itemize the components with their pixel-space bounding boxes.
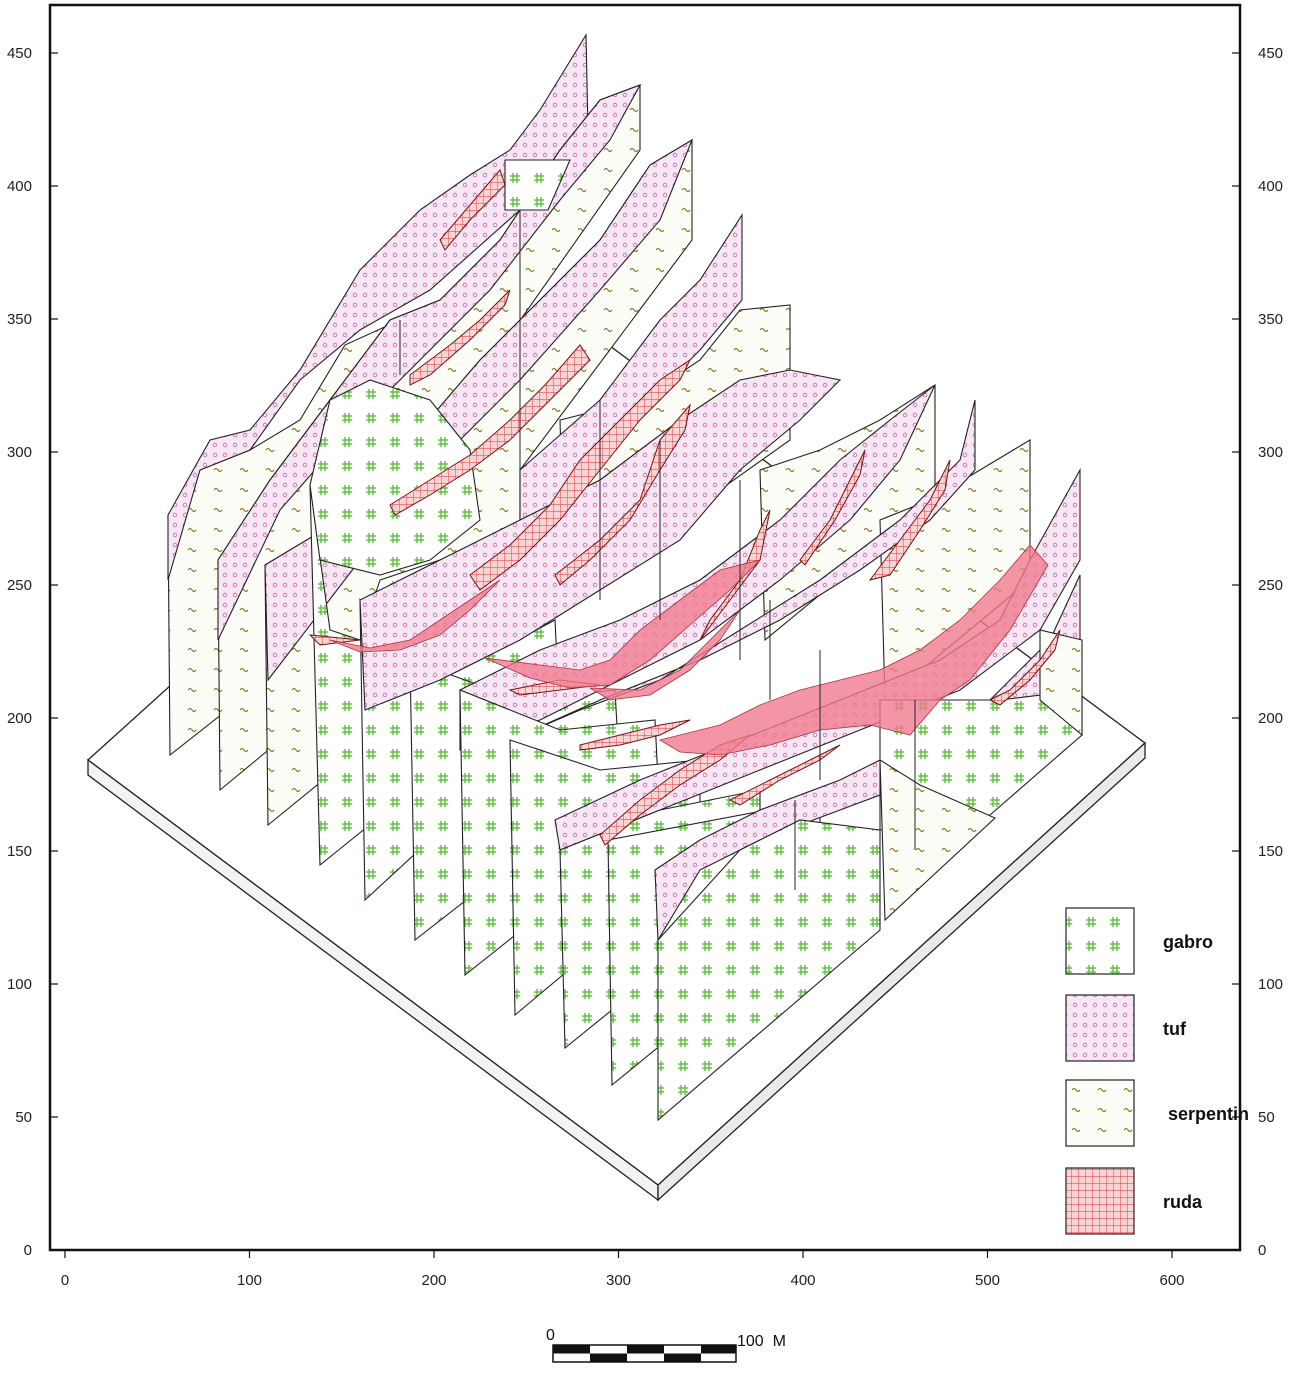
legend-swatch-ruda — [1065, 1167, 1135, 1235]
y-tick-label-right: 0 — [1258, 1242, 1266, 1259]
y-tick-label-left: 200 — [7, 710, 32, 727]
y-tick-label-right: 300 — [1258, 444, 1283, 461]
legend-label-ruda: ruda — [1163, 1192, 1203, 1212]
y-tick-label-right: 200 — [1258, 710, 1283, 727]
fence-panel — [1039, 629, 1083, 737]
y-axis: 0 0 50 50 100 100 150 150 200 200 250 250 300 300 350 3… — [7, 45, 1283, 1259]
legend-label-serpentin: serpentin — [1168, 1104, 1249, 1124]
y-tick-label-left: 0 — [24, 1242, 32, 1259]
y-tick-label-left: 150 — [7, 843, 32, 860]
x-tick-label: 300 — [606, 1272, 631, 1289]
ore-body — [329, 544, 1049, 756]
y-tick-label-left: 250 — [7, 577, 32, 594]
y-tick-label-left: 300 — [7, 444, 32, 461]
y-tick-label-right: 350 — [1258, 311, 1283, 328]
borehole-lines — [399, 210, 916, 890]
y-tick-label-right: 100 — [1258, 976, 1283, 993]
y-tick-label-right: 150 — [1258, 843, 1283, 860]
legend-swatch-serpentin — [1065, 1079, 1135, 1147]
x-tick-label: 0 — [61, 1272, 69, 1289]
fence-panel — [167, 33, 589, 581]
y-tick-label-left: 400 — [7, 178, 32, 195]
y-tick-label-left: 350 — [7, 311, 32, 328]
legend-swatch-gabro — [1065, 907, 1135, 975]
x-tick-label: 600 — [1159, 1272, 1184, 1289]
x-tick-label: 200 — [421, 1272, 446, 1289]
legend-label-gabro: gabro — [1163, 932, 1213, 952]
x-tick-label: 100 — [237, 1272, 262, 1289]
fence-panels — [167, 33, 1083, 1122]
ore-bands — [308, 169, 1061, 846]
y-tick-label-left: 50 — [15, 1109, 32, 1126]
fence-panel — [504, 159, 571, 211]
fence-panel — [309, 379, 481, 576]
legend-swatch-tuf — [1065, 994, 1135, 1062]
scale-bar: 0 100 M — [546, 1327, 786, 1363]
y-tick-label-right: 400 — [1258, 178, 1283, 195]
x-tick-label: 500 — [975, 1272, 1000, 1289]
y-tick-label-right: 250 — [1258, 577, 1283, 594]
y-tick-label-right: 450 — [1258, 45, 1283, 62]
y-tick-label-left: 450 — [7, 45, 32, 62]
y-tick-label-left: 100 — [7, 976, 32, 993]
y-tick-label-right: 50 — [1258, 1109, 1275, 1126]
scale-start-label: 0 — [546, 1327, 555, 1344]
x-axis: 0 100 200 300 400 500 600 — [61, 1250, 1185, 1289]
legend-label-tuf: tuf — [1163, 1019, 1187, 1039]
x-tick-label: 400 — [790, 1272, 815, 1289]
fence-panel — [879, 758, 996, 922]
legend: gabro tuf serpentin ruda — [1065, 907, 1249, 1235]
scale-end-label: 100 M — [737, 1333, 786, 1350]
